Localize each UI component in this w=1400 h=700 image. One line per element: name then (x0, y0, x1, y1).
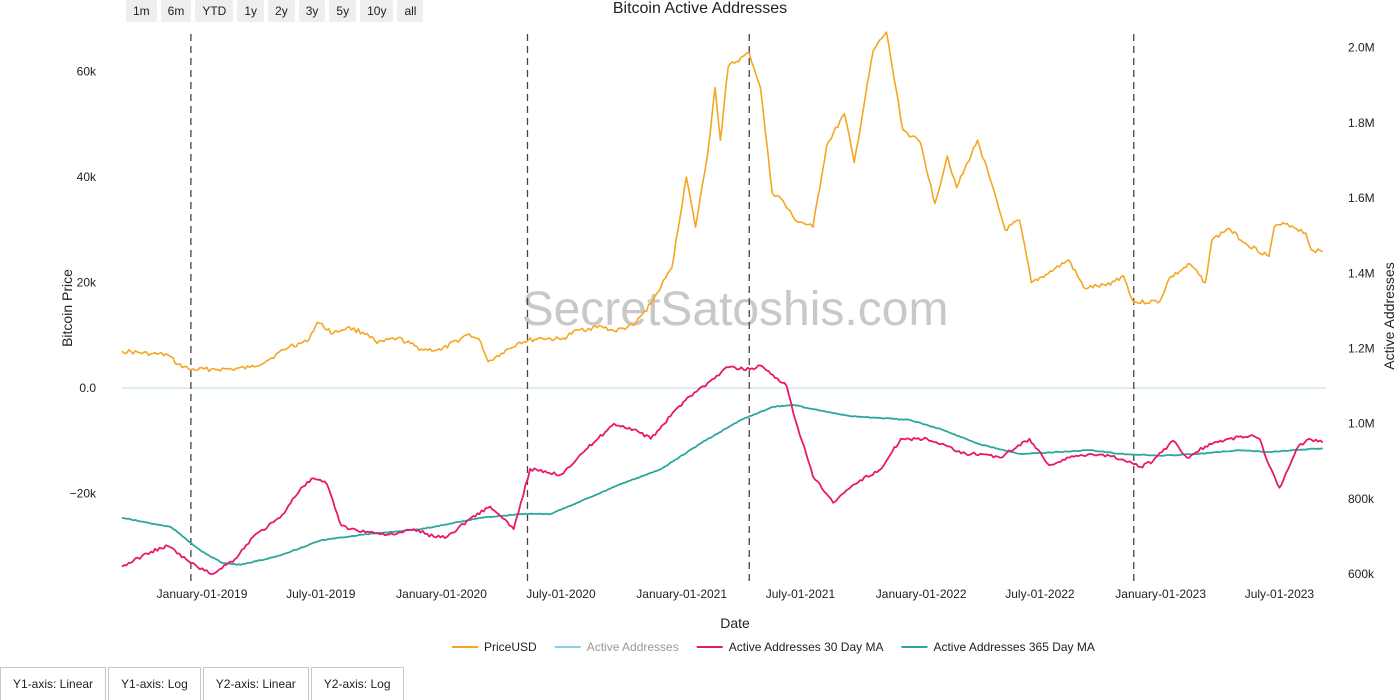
range-button-1m[interactable]: 1m (126, 0, 157, 22)
price-line (121, 31, 1324, 373)
y2-tick-label: 2.0M (1348, 41, 1375, 55)
ma365-line (121, 404, 1323, 566)
range-button-all[interactable]: all (397, 0, 424, 22)
y2-log-button[interactable]: Y2-axis: Log (310, 667, 404, 700)
x-axis-label: Date (720, 615, 750, 631)
legend-item-active-addresses[interactable]: Active Addresses (554, 640, 679, 654)
x-tick-label: January-01-2019 (157, 587, 248, 601)
x-tick-label: January-01-2023 (1115, 587, 1206, 601)
y1-axis-ticks: 60k 40k 20k 0.0 −20k (70, 65, 97, 501)
legend-label: Active Addresses 365 Day MA (933, 640, 1094, 654)
legend-label: Active Addresses (587, 640, 679, 654)
y1-tick-label: 40k (77, 170, 97, 184)
y1-log-button[interactable]: Y1-axis: Log (108, 667, 201, 700)
y2-axis-ticks: 2.0M 1.8M 1.6M 1.4M 1.2M 1.0M 800k 600k (1348, 41, 1375, 582)
y1-tick-label: −20k (70, 487, 97, 501)
x-tick-label: January-01-2021 (636, 587, 727, 601)
y2-tick-label: 1.2M (1348, 342, 1375, 356)
range-button-1y[interactable]: 1y (237, 0, 265, 22)
y2-tick-label: 1.0M (1348, 417, 1375, 431)
x-tick-label: January-01-2022 (876, 587, 967, 601)
y1-linear-button[interactable]: Y1-axis: Linear (0, 667, 107, 700)
axis-toggle-bar: Y1-axis: Linear Y1-axis: Log Y2-axis: Li… (0, 667, 406, 700)
watermark: SecretSatoshis.com (522, 283, 949, 336)
y1-tick-label: 20k (77, 276, 97, 290)
y2-tick-label: 600k (1348, 567, 1375, 581)
legend-item-ma30[interactable]: Active Addresses 30 Day MA (696, 640, 884, 654)
event-lines (190, 34, 1135, 584)
legend-item-price[interactable]: PriceUSD (452, 640, 537, 654)
range-selector: 1m 6m YTD 1y 2y 3y 5y 10y all (126, 0, 424, 22)
chart-title: Bitcoin Active Addresses (613, 0, 787, 17)
range-button-5y[interactable]: 5y (329, 0, 357, 22)
y2-tick-label: 1.8M (1348, 116, 1375, 130)
y1-tick-label: 0.0 (79, 381, 96, 395)
y2-linear-button[interactable]: Y2-axis: Linear (202, 667, 309, 700)
range-button-ytd[interactable]: YTD (195, 0, 234, 22)
y1-tick-label: 60k (77, 65, 97, 79)
x-tick-label: July-01-2022 (1005, 587, 1075, 601)
x-tick-label: July-01-2019 (286, 587, 356, 601)
legend-label: PriceUSD (484, 640, 537, 654)
series-layer (121, 31, 1324, 576)
x-tick-label: July-01-2023 (1245, 587, 1315, 601)
x-axis-ticks: January-01-2019 July-01-2019 January-01-20… (157, 587, 1315, 601)
range-button-3y[interactable]: 3y (298, 0, 326, 22)
range-button-2y[interactable]: 2y (268, 0, 295, 22)
range-button-10y[interactable]: 10y (360, 0, 394, 22)
y2-axis-label: Active Addresses (1381, 262, 1397, 369)
x-tick-label: January-01-2020 (396, 587, 487, 601)
chart-canvas: Bitcoin Active Addresses SecretSatoshis.… (59, 0, 1397, 654)
legend-label: Active Addresses 30 Day MA (729, 640, 884, 654)
x-tick-label: July-01-2021 (766, 587, 836, 601)
y2-tick-label: 1.6M (1348, 191, 1375, 205)
legend-item-ma365[interactable]: Active Addresses 365 Day MA (901, 640, 1095, 654)
range-button-6m[interactable]: 6m (160, 0, 192, 22)
x-tick-label: July-01-2020 (526, 587, 596, 601)
ma30-line (121, 364, 1324, 576)
y2-tick-label: 800k (1348, 492, 1375, 506)
legend: PriceUSD Active Addresses Active Addresses… (452, 640, 1095, 654)
y-axis-label: Bitcoin Price (59, 269, 75, 347)
y2-tick-label: 1.4M (1348, 266, 1375, 280)
